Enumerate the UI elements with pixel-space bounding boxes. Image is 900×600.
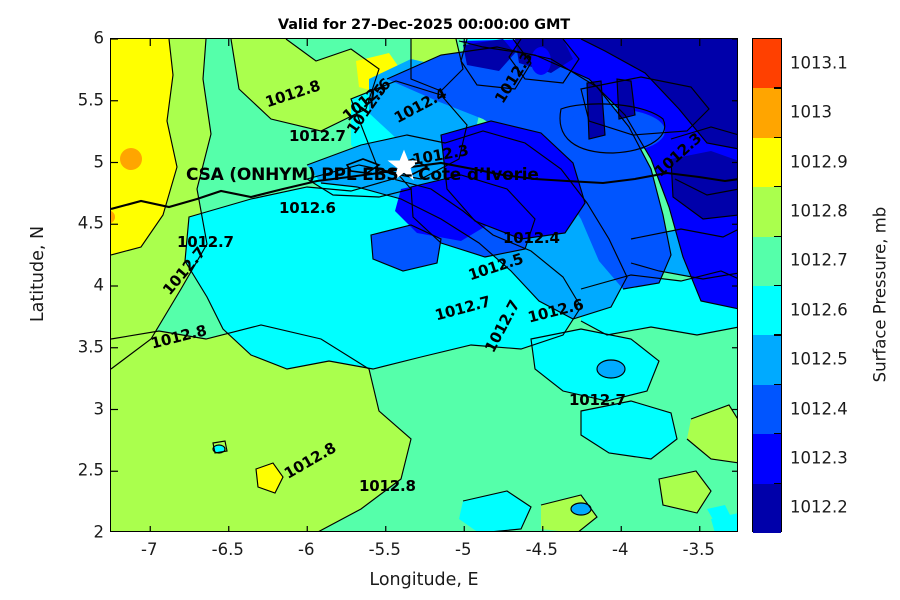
- colorbar-tick-label: 1012.5: [790, 349, 848, 369]
- x-axis-label: Longitude, E: [369, 570, 479, 590]
- colorbar-tick-label: 1012.3: [790, 448, 848, 468]
- x-tick-label: -7: [141, 540, 158, 559]
- colorbar-tick: [774, 482, 782, 484]
- contour-label: 1012.7: [177, 233, 234, 251]
- colorbar-labels: 1013.1 1013 1012.9 1012.8 1012.7 1012.6 1012.5…: [786, 38, 896, 532]
- colorbar-tick: [774, 334, 782, 336]
- colorbar-tick: [774, 285, 782, 287]
- y-axis-label: Latitude, N: [28, 225, 48, 323]
- x-tick-label: -5.5: [368, 540, 401, 559]
- colorbar-band: [753, 88, 781, 138]
- contour-label: 1012.7: [289, 127, 346, 145]
- colorbar-tick: [774, 87, 782, 89]
- star-marker: [387, 149, 421, 181]
- colorbar-tick-label: 1012.6: [790, 300, 848, 320]
- y-tick-label: 6: [93, 28, 105, 48]
- colorbar-band: [753, 187, 781, 237]
- contour-label: 1012.4: [503, 229, 560, 247]
- contour-label: 1012.6: [279, 199, 336, 217]
- colorbar-band: [753, 335, 781, 385]
- colorbar-band: [753, 285, 781, 336]
- x-tick-label: -4: [612, 540, 629, 559]
- colorbar-band: [753, 434, 781, 484]
- contour-fill-layer: [111, 39, 737, 531]
- colorbar-tick: [774, 433, 782, 435]
- axis-tick-marks: [111, 39, 737, 531]
- colorbar-tick: [774, 235, 782, 237]
- contour-line-layer: [111, 39, 737, 531]
- colorbar-tick-label: 1013: [790, 102, 832, 122]
- figure-title: Valid for 27-Dec-2025 00:00:00 GMT: [277, 17, 571, 33]
- site-annotation: CSA (ONHYM) PPL EBS – Cote d’Ivorie: [186, 165, 539, 185]
- x-axis-ticks: -7 -6.5 -6 -5.5 -5 -4.5 -4 -3.5: [110, 540, 738, 566]
- colorbar-tick-label: 1012.2: [790, 497, 848, 517]
- contour-label: 1012.7: [569, 391, 626, 409]
- y-tick-label: 4: [93, 275, 105, 295]
- y-tick-label: 2.5: [77, 460, 104, 480]
- y-tick-label: 5.5: [77, 90, 104, 110]
- contour-map: [111, 39, 737, 531]
- x-tick-label: -6: [298, 540, 315, 559]
- colorbar-tick-label: 1012.7: [790, 250, 848, 270]
- colorbar-ticks: [752, 38, 790, 532]
- y-tick-label: 3: [93, 399, 105, 418]
- colorbar-tick-label: 1012.8: [790, 201, 848, 221]
- y-tick-label: 2: [93, 522, 105, 542]
- x-tick-label: -3.5: [682, 540, 715, 559]
- colorbar-band: [753, 236, 781, 286]
- map-plot-area[interactable]: 1012.8 1012.7 1012.6 1012.5 1012.4 1012.…: [110, 38, 738, 532]
- x-tick-label: -5: [455, 540, 472, 559]
- colorbar-band: [753, 384, 781, 435]
- colorbar-tick-label: 1012.9: [790, 152, 848, 171]
- y-axis-ticks: 6 5.5 5 4.5 4 3.5 3 2.5 2: [40, 29, 105, 542]
- y-tick-label: 3.5: [77, 337, 104, 357]
- x-tick-label: -6.5: [211, 540, 244, 559]
- y-tick-label: 4.5: [77, 213, 104, 233]
- colorbar-band: [753, 39, 781, 89]
- y-tick-label: 5: [93, 152, 105, 171]
- colorbar-title: Surface Pressure, mb: [870, 206, 890, 383]
- colorbar-tick: [774, 186, 782, 188]
- colorbar-band: [753, 483, 781, 533]
- colorbar[interactable]: [752, 38, 782, 533]
- x-tick-label: -4.5: [525, 540, 558, 559]
- colorbar-tick: [774, 383, 782, 386]
- colorbar-tick-label: 1012.4: [790, 399, 848, 418]
- colorbar-tick: [774, 136, 782, 139]
- contour-label: 1012.8: [359, 477, 416, 495]
- colorbar-tick-label: 1013.1: [790, 53, 848, 73]
- colorbar-band: [753, 137, 781, 188]
